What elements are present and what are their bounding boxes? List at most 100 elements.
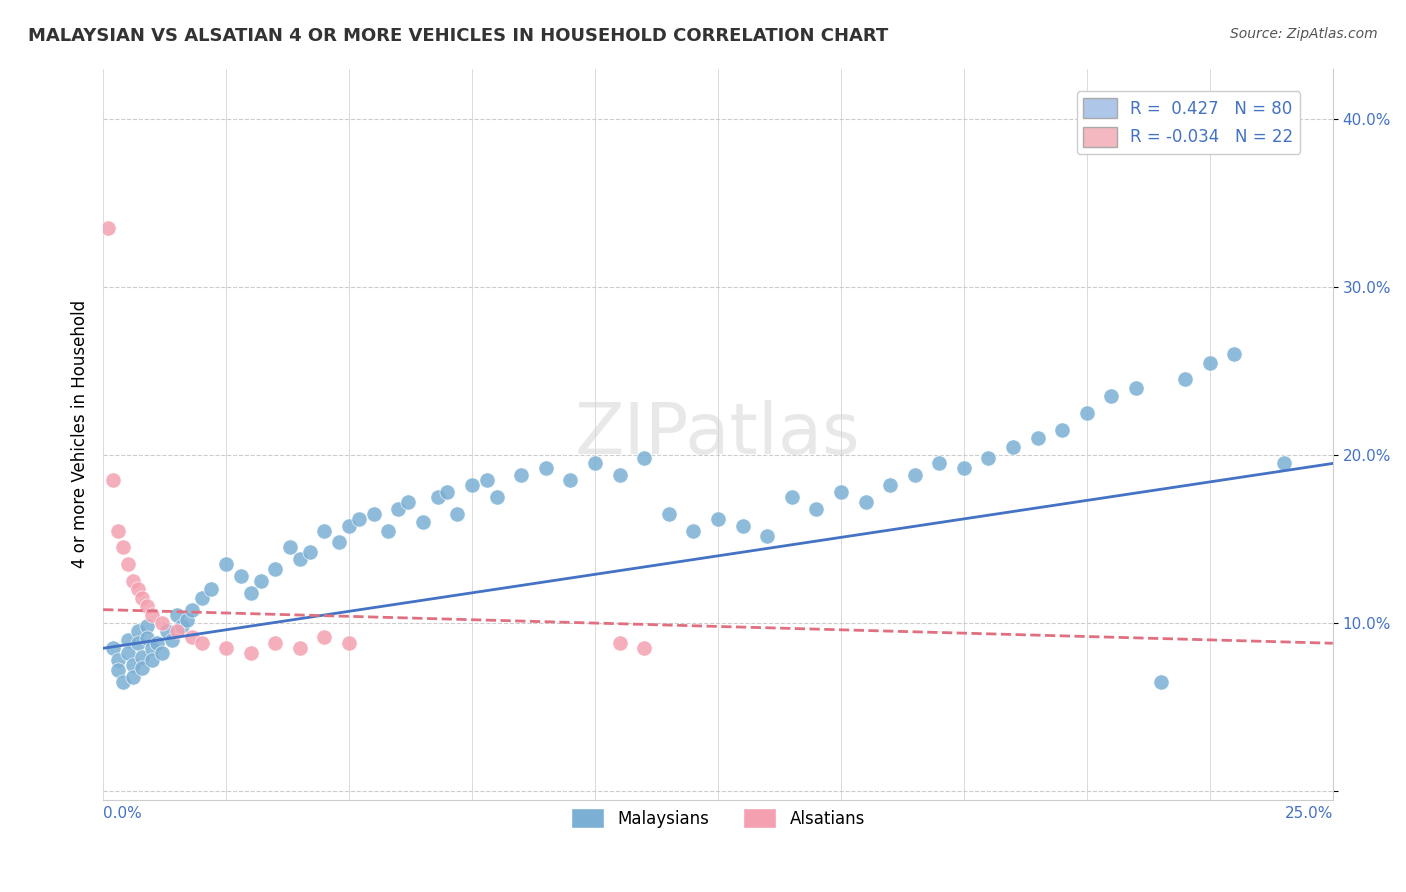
Point <box>176 613 198 627</box>
Point <box>166 607 188 622</box>
Point <box>953 461 976 475</box>
Point <box>215 558 238 572</box>
Point <box>534 461 557 475</box>
Point <box>658 507 681 521</box>
Point <box>314 524 336 538</box>
Point <box>160 632 183 647</box>
Point <box>1099 389 1122 403</box>
Point <box>1125 381 1147 395</box>
Point <box>117 558 139 572</box>
Point <box>1198 356 1220 370</box>
Point <box>510 468 533 483</box>
Point <box>215 641 238 656</box>
Y-axis label: 4 or more Vehicles in Household: 4 or more Vehicles in Household <box>72 300 89 568</box>
Point <box>264 636 287 650</box>
Point <box>141 653 163 667</box>
Point <box>136 631 159 645</box>
Point <box>412 515 434 529</box>
Point <box>180 630 202 644</box>
Point <box>107 524 129 538</box>
Point <box>633 451 655 466</box>
Point <box>446 507 468 521</box>
Point <box>1272 457 1295 471</box>
Point <box>229 569 252 583</box>
Point <box>249 574 271 588</box>
Point <box>461 478 484 492</box>
Point <box>101 641 124 656</box>
Point <box>150 616 173 631</box>
Point <box>156 624 179 639</box>
Point <box>190 591 212 605</box>
Point <box>485 490 508 504</box>
Point <box>904 468 927 483</box>
Point <box>136 619 159 633</box>
Text: MALAYSIAN VS ALSATIAN 4 OR MORE VEHICLES IN HOUSEHOLD CORRELATION CHART: MALAYSIAN VS ALSATIAN 4 OR MORE VEHICLES… <box>28 27 889 45</box>
Text: 0.0%: 0.0% <box>103 805 142 821</box>
Point <box>127 582 149 597</box>
Point <box>609 468 631 483</box>
Point <box>337 636 360 650</box>
Point <box>328 535 350 549</box>
Point <box>609 636 631 650</box>
Point <box>347 512 370 526</box>
Point <box>1076 406 1098 420</box>
Point <box>180 602 202 616</box>
Point <box>101 473 124 487</box>
Point <box>131 591 153 605</box>
Point <box>117 632 139 647</box>
Point <box>239 646 262 660</box>
Point <box>166 624 188 639</box>
Point <box>1026 431 1049 445</box>
Point <box>117 646 139 660</box>
Point <box>97 221 120 235</box>
Point <box>150 646 173 660</box>
Point <box>141 607 163 622</box>
Point <box>377 524 399 538</box>
Point <box>190 636 212 650</box>
Text: Source: ZipAtlas.com: Source: ZipAtlas.com <box>1230 27 1378 41</box>
Point <box>806 501 828 516</box>
Point <box>314 630 336 644</box>
Point <box>583 457 606 471</box>
Point <box>264 562 287 576</box>
Point <box>928 457 950 471</box>
Point <box>1052 423 1074 437</box>
Point <box>977 451 1000 466</box>
Point <box>111 674 134 689</box>
Point <box>170 619 193 633</box>
Point <box>780 490 803 504</box>
Point <box>731 518 754 533</box>
Point <box>1002 440 1025 454</box>
Point <box>682 524 704 538</box>
Text: ZIPatlas: ZIPatlas <box>575 400 860 468</box>
Text: 25.0%: 25.0% <box>1285 805 1333 821</box>
Point <box>1149 674 1171 689</box>
Point <box>396 495 419 509</box>
Point <box>830 485 852 500</box>
Point <box>879 478 901 492</box>
Point <box>436 485 458 500</box>
Point <box>288 641 311 656</box>
Point <box>278 541 301 555</box>
Point <box>426 490 449 504</box>
Point <box>131 661 153 675</box>
Point <box>475 473 498 487</box>
Point <box>363 507 385 521</box>
Point <box>121 670 143 684</box>
Point <box>337 518 360 533</box>
Point <box>136 599 159 614</box>
Point <box>707 512 730 526</box>
Point <box>756 529 779 543</box>
Point <box>239 586 262 600</box>
Point <box>146 636 169 650</box>
Point <box>131 649 153 664</box>
Point <box>107 653 129 667</box>
Point <box>1174 372 1197 386</box>
Point <box>111 541 134 555</box>
Point <box>1223 347 1246 361</box>
Point <box>127 624 149 639</box>
Point <box>633 641 655 656</box>
Point <box>855 495 877 509</box>
Point <box>298 545 321 559</box>
Point <box>107 663 129 677</box>
